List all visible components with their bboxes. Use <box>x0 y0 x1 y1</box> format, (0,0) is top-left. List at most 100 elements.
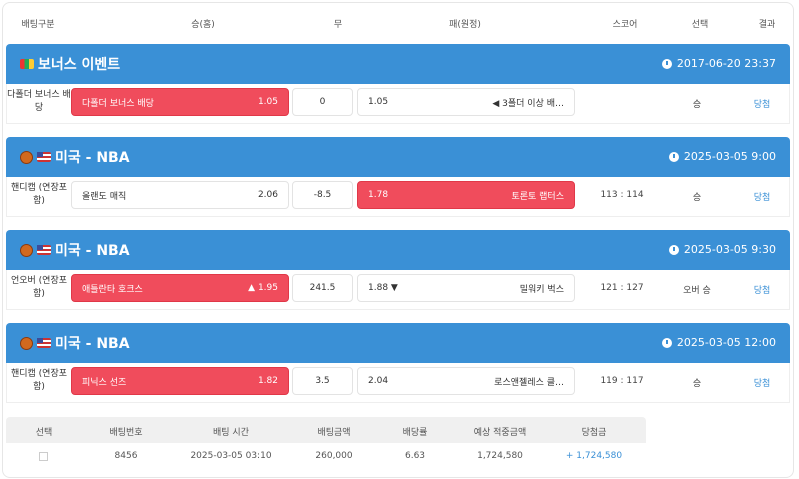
league-title: 미국 - NBA <box>20 333 130 353</box>
home-team: 애틀란타 호크스 <box>82 284 143 295</box>
col-away: 패(원정) <box>449 20 481 30</box>
league-name: 미국 - NBA <box>55 150 130 166</box>
col-score: 스코어 <box>612 20 638 30</box>
pick: 승 <box>692 100 702 110</box>
draw-value: 0 <box>319 97 326 107</box>
score: 113 : 114 <box>600 190 644 200</box>
match-time-text: 2025-03-05 12:00 <box>676 336 776 349</box>
bet-odds: 6.63 <box>404 451 426 461</box>
select-checkbox[interactable] <box>39 452 48 461</box>
result-badge: 당첨 <box>753 379 771 389</box>
away-odds: 1.78 <box>368 190 389 200</box>
draw-odds-button[interactable]: 0 <box>292 88 353 116</box>
draw-value: 3.5 <box>315 376 330 386</box>
away-odds: 1.05 <box>368 97 389 107</box>
summary-row: 8456 2025-03-05 03:10 260,000 6.63 1,724… <box>6 443 646 471</box>
section-header: 미국 - NBA 2025-03-05 9:00 <box>6 137 790 177</box>
pick: 승 <box>692 193 702 203</box>
pick: 오버 승 <box>683 286 711 296</box>
home-odds: ▲ 1.95 <box>248 283 278 293</box>
away-odds-button[interactable]: 1.78 토론토 랩터스 <box>357 181 575 209</box>
draw-odds-button[interactable]: 3.5 <box>292 367 353 395</box>
away-team: 토론토 랩터스 <box>511 191 564 202</box>
match-time-text: 2025-03-05 9:00 <box>683 150 776 163</box>
bet-type: 핸디캡 (연장포함) <box>10 369 68 392</box>
section-header: 미국 - NBA 2025-03-05 9:30 <box>6 230 790 270</box>
us-flag-icon <box>37 152 51 162</box>
section-header: 보너스 이벤트 2017-06-20 23:37 <box>6 44 790 84</box>
match-time: 2025-03-05 12:00 <box>661 336 776 349</box>
score: 121 : 127 <box>600 283 644 293</box>
sh-expected: 예상 적중금액 <box>473 428 527 438</box>
home-team: 피닉스 선즈 <box>82 377 127 388</box>
league-name: 미국 - NBA <box>55 243 130 259</box>
draw-value: -8.5 <box>313 190 332 200</box>
bet-row: 언오버 (연장포함) 애틀란타 호크스 ▲ 1.95 241.5 1.88 ▼ 밀워… <box>6 270 790 310</box>
bet-type: 핸디캡 (연장포함) <box>10 183 68 206</box>
league-name: 미국 - NBA <box>55 336 130 352</box>
away-team: 밀워키 벅스 <box>519 284 564 295</box>
bonus-flag-icon <box>20 59 34 69</box>
sh-amount: 배팅금액 <box>317 428 351 438</box>
bet-type: 언오버 (연장포함) <box>10 276 68 299</box>
league-name: 보너스 이벤트 <box>38 57 121 73</box>
col-home: 승(홈) <box>191 20 215 30</box>
col-draw: 무 <box>333 20 343 30</box>
clock-icon <box>668 244 679 255</box>
bet-amount: 260,000 <box>315 451 353 461</box>
home-team: 다폴더 보너스 배당 <box>82 98 154 109</box>
home-odds-button[interactable]: 올랜도 매직 2.06 <box>71 181 289 209</box>
bet-type: 다폴더 보너스 배당 <box>7 90 71 113</box>
bet-summary-table: 선택 배팅번호 배팅 시간 배팅금액 배당률 예상 적중금액 당첨금 8456 … <box>6 417 646 473</box>
home-odds: 2.06 <box>257 190 278 200</box>
bet-row: 다폴더 보너스 배당 다폴더 보너스 배당 1.05 0 1.05 ◀ 3폴더 이상… <box>6 84 790 124</box>
result-badge: 당첨 <box>753 193 771 203</box>
away-team: 로스앤젤레스 클… <box>494 377 564 388</box>
draw-value: 241.5 <box>309 283 336 293</box>
col-type: 배팅구분 <box>21 20 55 30</box>
col-pick: 선택 <box>691 20 709 30</box>
sh-payout: 당첨금 <box>581 428 607 438</box>
bet-time: 2025-03-05 03:10 <box>190 451 272 461</box>
bet-row: 핸디캡 (연장포함) 피닉스 선즈 1.82 3.5 2.04 로스앤젤레스 클… … <box>6 363 790 403</box>
sh-time: 배팅 시간 <box>213 428 249 438</box>
home-team: 올랜도 매직 <box>82 191 127 202</box>
clock-icon <box>661 58 672 69</box>
section-header: 미국 - NBA 2025-03-05 12:00 <box>6 323 790 363</box>
expected-amount: 1,724,580 <box>477 451 523 461</box>
away-odds: 1.88 ▼ <box>368 283 398 293</box>
league-title: 미국 - NBA <box>20 240 130 260</box>
home-odds-button[interactable]: 애틀란타 호크스 ▲ 1.95 <box>71 274 289 302</box>
away-odds-button[interactable]: 2.04 로스앤젤레스 클… <box>357 367 575 395</box>
col-result: 결과 <box>758 20 776 30</box>
home-odds: 1.82 <box>257 376 278 386</box>
home-odds-button[interactable]: 다폴더 보너스 배당 1.05 <box>71 88 289 116</box>
away-odds-button[interactable]: 1.05 ◀ 3폴더 이상 배… <box>357 88 575 116</box>
bet-row: 핸디캡 (연장포함) 올랜도 매직 2.06 -8.5 1.78 토론토 랩터스 1… <box>6 177 790 217</box>
draw-odds-button[interactable]: -8.5 <box>292 181 353 209</box>
league-title: 미국 - NBA <box>20 147 130 167</box>
sh-odds: 배당률 <box>402 428 428 438</box>
summary-header: 선택 배팅번호 배팅 시간 배팅금액 배당률 예상 적중금액 당첨금 <box>6 417 646 443</box>
away-odds-button[interactable]: 1.88 ▼ 밀워키 벅스 <box>357 274 575 302</box>
sh-select: 선택 <box>35 428 53 438</box>
match-time-text: 2025-03-05 9:30 <box>683 243 776 256</box>
basketball-icon <box>20 243 33 257</box>
draw-odds-button[interactable]: 241.5 <box>292 274 353 302</box>
pick: 승 <box>692 379 702 389</box>
home-odds: 1.05 <box>257 97 278 107</box>
home-odds-button[interactable]: 피닉스 선즈 1.82 <box>71 367 289 395</box>
sh-bet-no: 배팅번호 <box>109 428 143 438</box>
away-odds: 2.04 <box>368 376 389 386</box>
match-time: 2017-06-20 23:37 <box>661 57 776 70</box>
bet-number: 8456 <box>114 451 138 461</box>
basketball-icon <box>20 336 33 350</box>
score: 119 : 117 <box>600 376 644 386</box>
match-time-text: 2017-06-20 23:37 <box>676 57 776 70</box>
away-team: ◀ 3폴더 이상 배… <box>492 98 564 109</box>
result-badge: 당첨 <box>753 286 771 296</box>
clock-icon <box>668 151 679 162</box>
basketball-icon <box>20 150 33 164</box>
match-time: 2025-03-05 9:00 <box>668 150 776 163</box>
